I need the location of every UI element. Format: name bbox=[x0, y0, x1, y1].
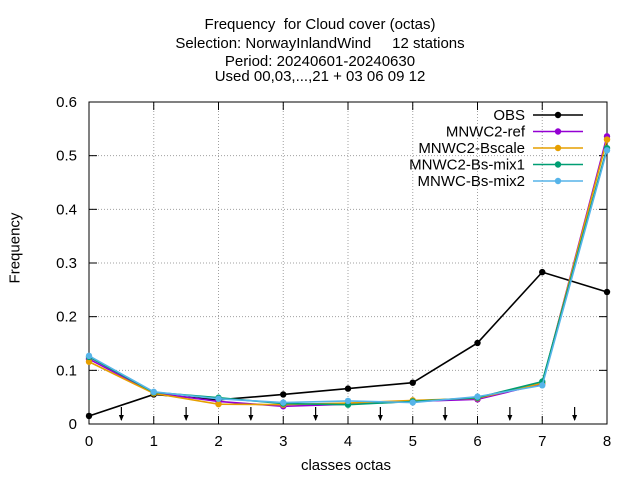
title-line-2: Selection: NorwayInlandWind 12 stations bbox=[175, 35, 465, 52]
data-point bbox=[603, 288, 611, 296]
data-point bbox=[85, 352, 93, 360]
arrow-head bbox=[313, 415, 319, 421]
arrow-head bbox=[572, 415, 578, 421]
arrow-marker bbox=[377, 407, 383, 421]
arrow-marker bbox=[313, 407, 319, 421]
series-group bbox=[85, 133, 611, 420]
data-point bbox=[215, 395, 222, 402]
arrow-head bbox=[507, 415, 513, 421]
title-line-3: Period: 20240601-20240630 bbox=[224, 53, 416, 70]
legend-item: MNWC2-Bscale bbox=[418, 140, 583, 157]
arrow-marker bbox=[572, 407, 578, 421]
data-point bbox=[474, 393, 481, 400]
data-point bbox=[539, 268, 546, 276]
grid-lines bbox=[88, 101, 608, 425]
data-point bbox=[280, 391, 287, 398]
legend-label: MNWC2-ref bbox=[446, 124, 526, 141]
legend: OBSMNWC2-refMNWC2-BscaleMNWC2-Bs-mix1MNW… bbox=[409, 107, 583, 190]
x-tick-label: 3 bbox=[279, 433, 287, 450]
y-tick-label: 0 bbox=[69, 416, 77, 433]
legend-item: MNWC2-ref bbox=[446, 124, 583, 141]
legend-item: OBS bbox=[493, 107, 583, 124]
y-tick-label: 0.3 bbox=[56, 255, 77, 272]
data-point bbox=[603, 136, 611, 143]
arrow-marker bbox=[507, 407, 513, 421]
legend-label: MNWC-Bs-mix2 bbox=[418, 173, 525, 190]
arrow-marker bbox=[442, 407, 448, 421]
y-tick-label: 0.5 bbox=[56, 148, 77, 165]
x-tick-label: 6 bbox=[473, 433, 481, 450]
data-point bbox=[539, 382, 546, 389]
legend-item: MNWC-Bs-mix2 bbox=[418, 173, 583, 190]
data-point bbox=[150, 388, 157, 395]
data-point bbox=[280, 399, 287, 406]
x-axis-label: classes octas bbox=[300, 457, 392, 474]
legend-swatch-point bbox=[554, 144, 562, 152]
arrow-head bbox=[183, 415, 189, 421]
data-point bbox=[85, 358, 93, 365]
legend-swatch-point bbox=[554, 161, 562, 168]
data-point bbox=[603, 147, 611, 154]
x-tick-label: 4 bbox=[344, 433, 352, 450]
axes: 0 0.1 0.2 0.3 0.4 0.5 0.6 0 1 2 3 4 5 6 7 8 bbox=[56, 94, 611, 450]
x-tick-label: 0 bbox=[85, 433, 93, 450]
x-tick-label: 8 bbox=[603, 433, 611, 450]
arrow-marker bbox=[183, 407, 189, 421]
title-line-4: Used 00,03,...,21 + 03 06 09 12 bbox=[214, 68, 426, 85]
arrow-markers bbox=[118, 407, 578, 421]
data-point bbox=[344, 397, 352, 405]
arrow-head bbox=[377, 415, 383, 421]
series-line bbox=[88, 136, 608, 408]
x-tick-label: 5 bbox=[409, 433, 417, 450]
data-point bbox=[409, 379, 416, 386]
arrow-head bbox=[442, 415, 448, 421]
y-tick-label: 0.1 bbox=[56, 362, 77, 379]
data-point bbox=[474, 339, 481, 347]
legend-item: MNWC2-Bs-mix1 bbox=[409, 157, 583, 174]
y-tick-label: 0.6 bbox=[56, 94, 77, 111]
series-MNWC-Bs-mix2 bbox=[85, 147, 611, 406]
y-tick-label: 0.4 bbox=[56, 201, 77, 218]
legend-swatch-point bbox=[554, 177, 562, 185]
legend-label: MNWC2-Bs-mix1 bbox=[409, 157, 525, 174]
data-point bbox=[85, 412, 93, 420]
legend-label: MNWC2-Bscale bbox=[418, 140, 525, 157]
arrow-head bbox=[248, 415, 254, 421]
arrow-head bbox=[118, 415, 124, 421]
x-tick-label: 1 bbox=[150, 433, 158, 450]
legend-swatch-point bbox=[554, 111, 562, 119]
y-tick-label: 0.2 bbox=[56, 309, 77, 326]
legend-swatch-point bbox=[554, 128, 562, 135]
legend-label: OBS bbox=[493, 107, 525, 124]
data-point bbox=[409, 399, 416, 406]
x-tick-label: 2 bbox=[214, 433, 222, 450]
title-line-1: Frequency for Cloud cover (octas) bbox=[204, 16, 436, 33]
series-line bbox=[88, 139, 608, 406]
data-point bbox=[344, 385, 352, 392]
x-tick-label: 7 bbox=[538, 433, 546, 450]
data-point bbox=[215, 400, 222, 408]
arrow-marker bbox=[248, 407, 254, 421]
arrow-marker bbox=[118, 407, 124, 421]
